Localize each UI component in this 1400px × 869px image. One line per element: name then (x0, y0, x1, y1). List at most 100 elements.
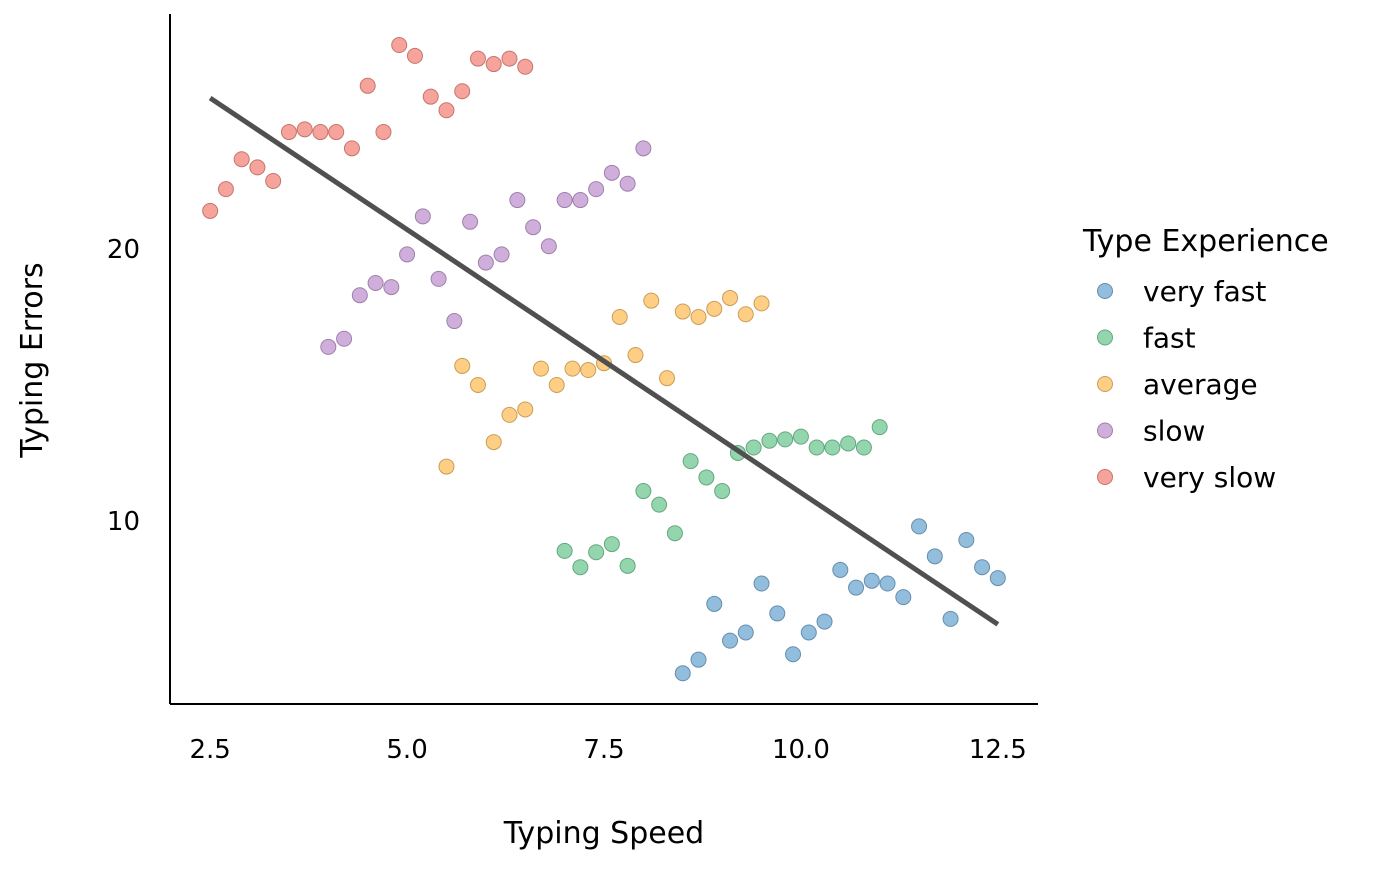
data-point-very-fast (942, 610, 959, 627)
data-point-very-slow (233, 151, 250, 168)
legend-marker (1097, 422, 1113, 439)
data-point-slow (603, 164, 620, 181)
data-point-slow (414, 208, 431, 225)
data-point-very-slow (328, 124, 345, 141)
data-point-very-fast (785, 646, 802, 663)
data-point-fast (603, 536, 620, 553)
data-point-very-slow (485, 56, 502, 73)
legend-marker (1097, 469, 1113, 485)
data-point-very-fast (895, 589, 912, 606)
data-point-slow (477, 254, 494, 271)
data-point-average (438, 458, 455, 475)
data-point-fast (871, 419, 888, 436)
data-point-very-slow (469, 50, 486, 67)
legend-label: very fast (1143, 275, 1266, 308)
data-point-very-fast (989, 570, 1006, 587)
data-point-average (548, 376, 565, 393)
data-point-very-slow (391, 37, 408, 54)
points-layer (202, 37, 1006, 682)
data-point-fast (572, 559, 589, 576)
data-point-slow (540, 238, 557, 255)
data-point-very-fast (911, 518, 928, 535)
data-point-fast (698, 469, 715, 486)
legend-marker (1097, 283, 1113, 299)
data-point-very-fast (800, 624, 817, 641)
data-point-very-slow (454, 83, 471, 100)
data-point-slow (351, 287, 368, 304)
legend-marker (1097, 376, 1113, 392)
legend-item-fast: fast (1097, 322, 1196, 355)
data-point-fast (619, 557, 636, 574)
data-point-average (674, 303, 691, 320)
y-ticks: 10 20 (107, 235, 140, 537)
data-point-very-slow (517, 58, 534, 75)
data-point-fast (745, 439, 762, 456)
data-point-very-fast (722, 632, 739, 649)
y-tick-label: 20 (107, 235, 140, 265)
data-point-slow (493, 246, 510, 263)
data-point-very-fast (848, 579, 865, 596)
data-point-very-slow (217, 181, 234, 198)
data-point-average (627, 347, 644, 364)
data-point-very-fast (690, 651, 707, 668)
data-point-very-slow (249, 159, 266, 176)
x-tick-label: 5.0 (386, 735, 427, 765)
legend-label: very slow (1143, 461, 1276, 494)
data-point-average (643, 292, 660, 309)
legend-item-very-fast: very fast (1097, 275, 1266, 308)
data-point-slow (509, 192, 526, 209)
data-point-very-fast (674, 665, 691, 682)
legend-label: slow (1143, 415, 1205, 448)
data-point-slow (462, 213, 479, 230)
data-point-average (611, 308, 628, 325)
trend-line (208, 95, 1000, 627)
legend-item-very-slow: very slow (1097, 461, 1276, 494)
x-tick-label: 2.5 (189, 735, 230, 765)
data-point-fast (682, 453, 699, 470)
data-point-average (454, 357, 471, 374)
legend-title: Type Experience (1082, 224, 1329, 259)
data-point-slow (446, 313, 463, 330)
data-point-average (690, 308, 707, 325)
data-point-slow (572, 192, 589, 209)
data-point-slow (619, 175, 636, 192)
data-point-average (469, 376, 486, 393)
data-point-average (564, 360, 581, 377)
y-axis-title: Typing Errors (15, 262, 50, 458)
data-point-very-fast (958, 531, 975, 548)
data-point-fast (635, 483, 652, 500)
y-tick-label: 10 (107, 507, 140, 537)
data-point-fast (808, 439, 825, 456)
data-point-slow (556, 192, 573, 209)
data-point-very-slow (280, 124, 297, 141)
data-point-average (501, 406, 518, 423)
data-point-very-slow (265, 172, 282, 189)
data-point-very-slow (343, 140, 360, 157)
data-point-average (722, 289, 739, 306)
data-point-slow (635, 140, 652, 157)
data-point-very-fast (832, 561, 849, 578)
data-point-very-fast (706, 595, 723, 612)
data-point-very-slow (202, 202, 219, 219)
data-point-average (659, 370, 676, 387)
data-point-fast (556, 542, 573, 559)
x-tick-label: 7.5 (583, 735, 624, 765)
data-point-very-fast (926, 548, 943, 565)
data-point-slow (399, 246, 416, 263)
data-point-average (753, 295, 770, 312)
data-point-very-slow (438, 102, 455, 119)
data-point-slow (320, 338, 337, 355)
legend-label: average (1143, 368, 1258, 401)
data-point-slow (367, 274, 384, 291)
data-point-slow (336, 330, 353, 347)
data-point-fast (714, 483, 731, 500)
data-point-slow (525, 219, 542, 236)
data-point-very-slow (406, 47, 423, 64)
data-point-average (706, 300, 723, 317)
legend-label: fast (1143, 322, 1196, 355)
data-point-very-fast (879, 575, 896, 592)
data-point-very-fast (769, 605, 786, 622)
x-ticks: 2.5 5.0 7.5 10.0 12.5 (189, 735, 1026, 765)
legend-marker (1097, 329, 1113, 346)
